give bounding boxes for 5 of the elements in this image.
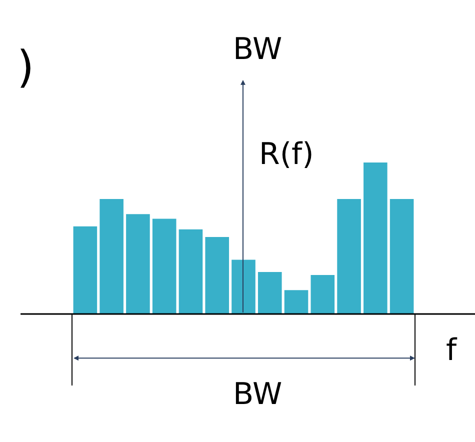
text: BW xyxy=(233,32,282,67)
text: ) xyxy=(17,42,34,93)
text: f xyxy=(446,333,458,368)
text: BW xyxy=(233,377,282,412)
annotation: R(f) xyxy=(259,137,314,172)
